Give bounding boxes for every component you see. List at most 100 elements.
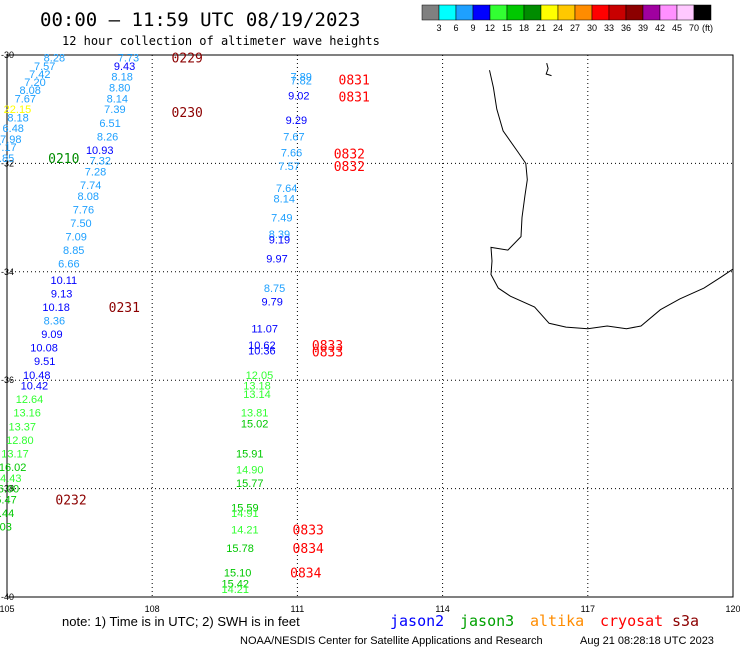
colorbar-swatch — [472, 4, 491, 21]
wave-height-label: 9.13 — [51, 288, 72, 300]
wave-height-label: 12.64 — [16, 394, 44, 406]
pass-time-label: 0831 — [339, 91, 370, 106]
wave-height-label: 8.39 — [269, 229, 290, 241]
wave-height-label: 10.48 — [23, 370, 51, 382]
wave-height-label: 8.26 — [97, 131, 118, 143]
wave-height-label: 8.14 — [107, 93, 128, 105]
wave-height-label: 11.07 — [251, 324, 278, 336]
colorbar-label: 21 — [536, 23, 546, 33]
pass-time-label: 0229 — [172, 52, 203, 67]
colorbar-swatch — [438, 4, 457, 21]
pass-time-label: 0834 — [293, 542, 324, 557]
wave-height-label: 10.36 — [248, 345, 276, 357]
wave-height-label: 7.76 — [73, 204, 94, 216]
colorbar-swatch — [574, 4, 593, 21]
pass-time-label: 0834 — [290, 567, 321, 582]
wave-height-label: 12.05 — [246, 370, 274, 382]
lon-tick-label: 120 — [725, 604, 740, 614]
wave-height-label: 15.03 — [0, 522, 12, 534]
colorbar-swatch — [455, 4, 474, 21]
wave-height-label: 6.48 — [3, 123, 24, 135]
wave-height-label: 14.43 — [0, 473, 22, 485]
wave-height-label: 10.08 — [30, 343, 58, 355]
wave-height-label: 7.50 — [70, 218, 91, 230]
lat-tick-label: -34 — [1, 267, 14, 277]
colorbar-label: 39 — [638, 23, 648, 33]
colorbar-label: 30 — [587, 23, 597, 33]
wave-height-label: 6.51 — [99, 118, 120, 130]
wave-height-label: 7.57 — [34, 61, 55, 73]
wave-height-label: 15.77 — [236, 478, 264, 490]
wave-height-label: 7.49 — [271, 213, 292, 225]
colorbar-label: 12 — [485, 23, 495, 33]
wave-height-label: 13.17 — [1, 448, 29, 460]
colorbar-swatch — [608, 4, 627, 21]
colorbar-swatch — [642, 4, 661, 21]
wave-height-label: 7.28 — [85, 167, 106, 179]
wave-height-label: 10.93 — [86, 145, 114, 157]
wave-height-label: 7.42 — [29, 69, 50, 81]
colorbar-label: 15 — [502, 23, 512, 33]
wave-height-label: 7.82 — [290, 75, 311, 87]
wave-height-label: 9.51 — [34, 356, 55, 368]
colorbar-unit: (ft) — [702, 23, 713, 33]
colorbar-swatch — [676, 4, 695, 21]
satellite-legend: jason2 jason3 altika cryosat s3a — [390, 612, 699, 630]
colorbar-label: 36 — [621, 23, 631, 33]
island-outline — [545, 62, 552, 77]
wave-height-label: 16.00 — [0, 484, 19, 496]
wave-height-label: 10.11 — [50, 275, 77, 287]
wave-height-label: 7.67 — [15, 93, 36, 105]
legend-jason3: jason3 — [460, 612, 514, 630]
wave-height-label: 15.59 — [231, 503, 259, 515]
wave-height-label: 7.98 — [0, 134, 21, 146]
wave-height-label: 8.80 — [109, 83, 130, 95]
colorbar-swatch — [506, 4, 525, 21]
colorbar-swatch — [591, 4, 610, 21]
wave-height-label: 8.85 — [63, 245, 84, 257]
wave-height-label: 15.02 — [241, 419, 269, 431]
wave-height-label: 13.14 — [243, 389, 271, 401]
colorbar-swatch — [540, 4, 559, 21]
pass-time-label: 0832 — [334, 148, 365, 163]
wave-height-label: 15.78 — [226, 543, 254, 555]
wave-height-label: 7.89 — [290, 72, 311, 84]
wave-height-label: 7.32 — [90, 156, 111, 168]
map-frame — [6, 54, 734, 598]
wave-height-label: 9.79 — [261, 297, 282, 309]
wave-height-label: 16.02 — [0, 462, 26, 474]
colorbar-label: 18 — [519, 23, 529, 33]
wave-height-label: 12.80 — [6, 435, 34, 447]
wave-height-label: 14.21 — [231, 524, 259, 536]
axis-ticks: 105 108 111 114 117 120 -30 -32 -34 -36 -38 -40 — [0, 50, 740, 614]
legend-s3a: s3a — [672, 612, 699, 630]
wave-height-label: 9.19 — [269, 234, 290, 246]
lat-tick-label: -36 — [1, 375, 14, 385]
colorbar-label: 33 — [604, 23, 614, 33]
wave-height-label: 7.20 — [24, 77, 45, 89]
wave-height-label: 7.67 — [283, 131, 304, 143]
map-title: 00:00 — 11:59 UTC 08/19/2023 — [40, 9, 360, 31]
lon-tick-label: 111 — [291, 604, 305, 614]
wave-height-label: 10.42 — [21, 381, 49, 393]
lon-tick-label: 108 — [145, 604, 160, 614]
colorbar-swatch — [625, 4, 644, 21]
wave-height-label: 6.66 — [58, 259, 79, 271]
wave-height-label: 8.36 — [44, 316, 65, 328]
wave-height-label: 14.91 — [231, 508, 259, 520]
wave-height-label: 15.91 — [236, 448, 264, 460]
colorbar-label: 27 — [570, 23, 580, 33]
wave-height-label: 13.18 — [243, 381, 271, 393]
legend-jason2: jason2 — [390, 612, 444, 630]
colorbar-label: 24 — [553, 23, 563, 33]
wave-height-label: 8.28 — [44, 53, 65, 65]
wave-height-label: 9.29 — [286, 115, 307, 127]
graticule — [7, 55, 733, 597]
wave-height-label: 7.64 — [276, 183, 297, 195]
wave-height-label: 14.90 — [236, 465, 264, 477]
colorbar-swatch — [693, 4, 712, 21]
lat-tick-label: -30 — [1, 50, 14, 60]
wave-height-label: 15.42 — [221, 578, 249, 590]
wave-height-label: 13.16 — [13, 408, 41, 420]
